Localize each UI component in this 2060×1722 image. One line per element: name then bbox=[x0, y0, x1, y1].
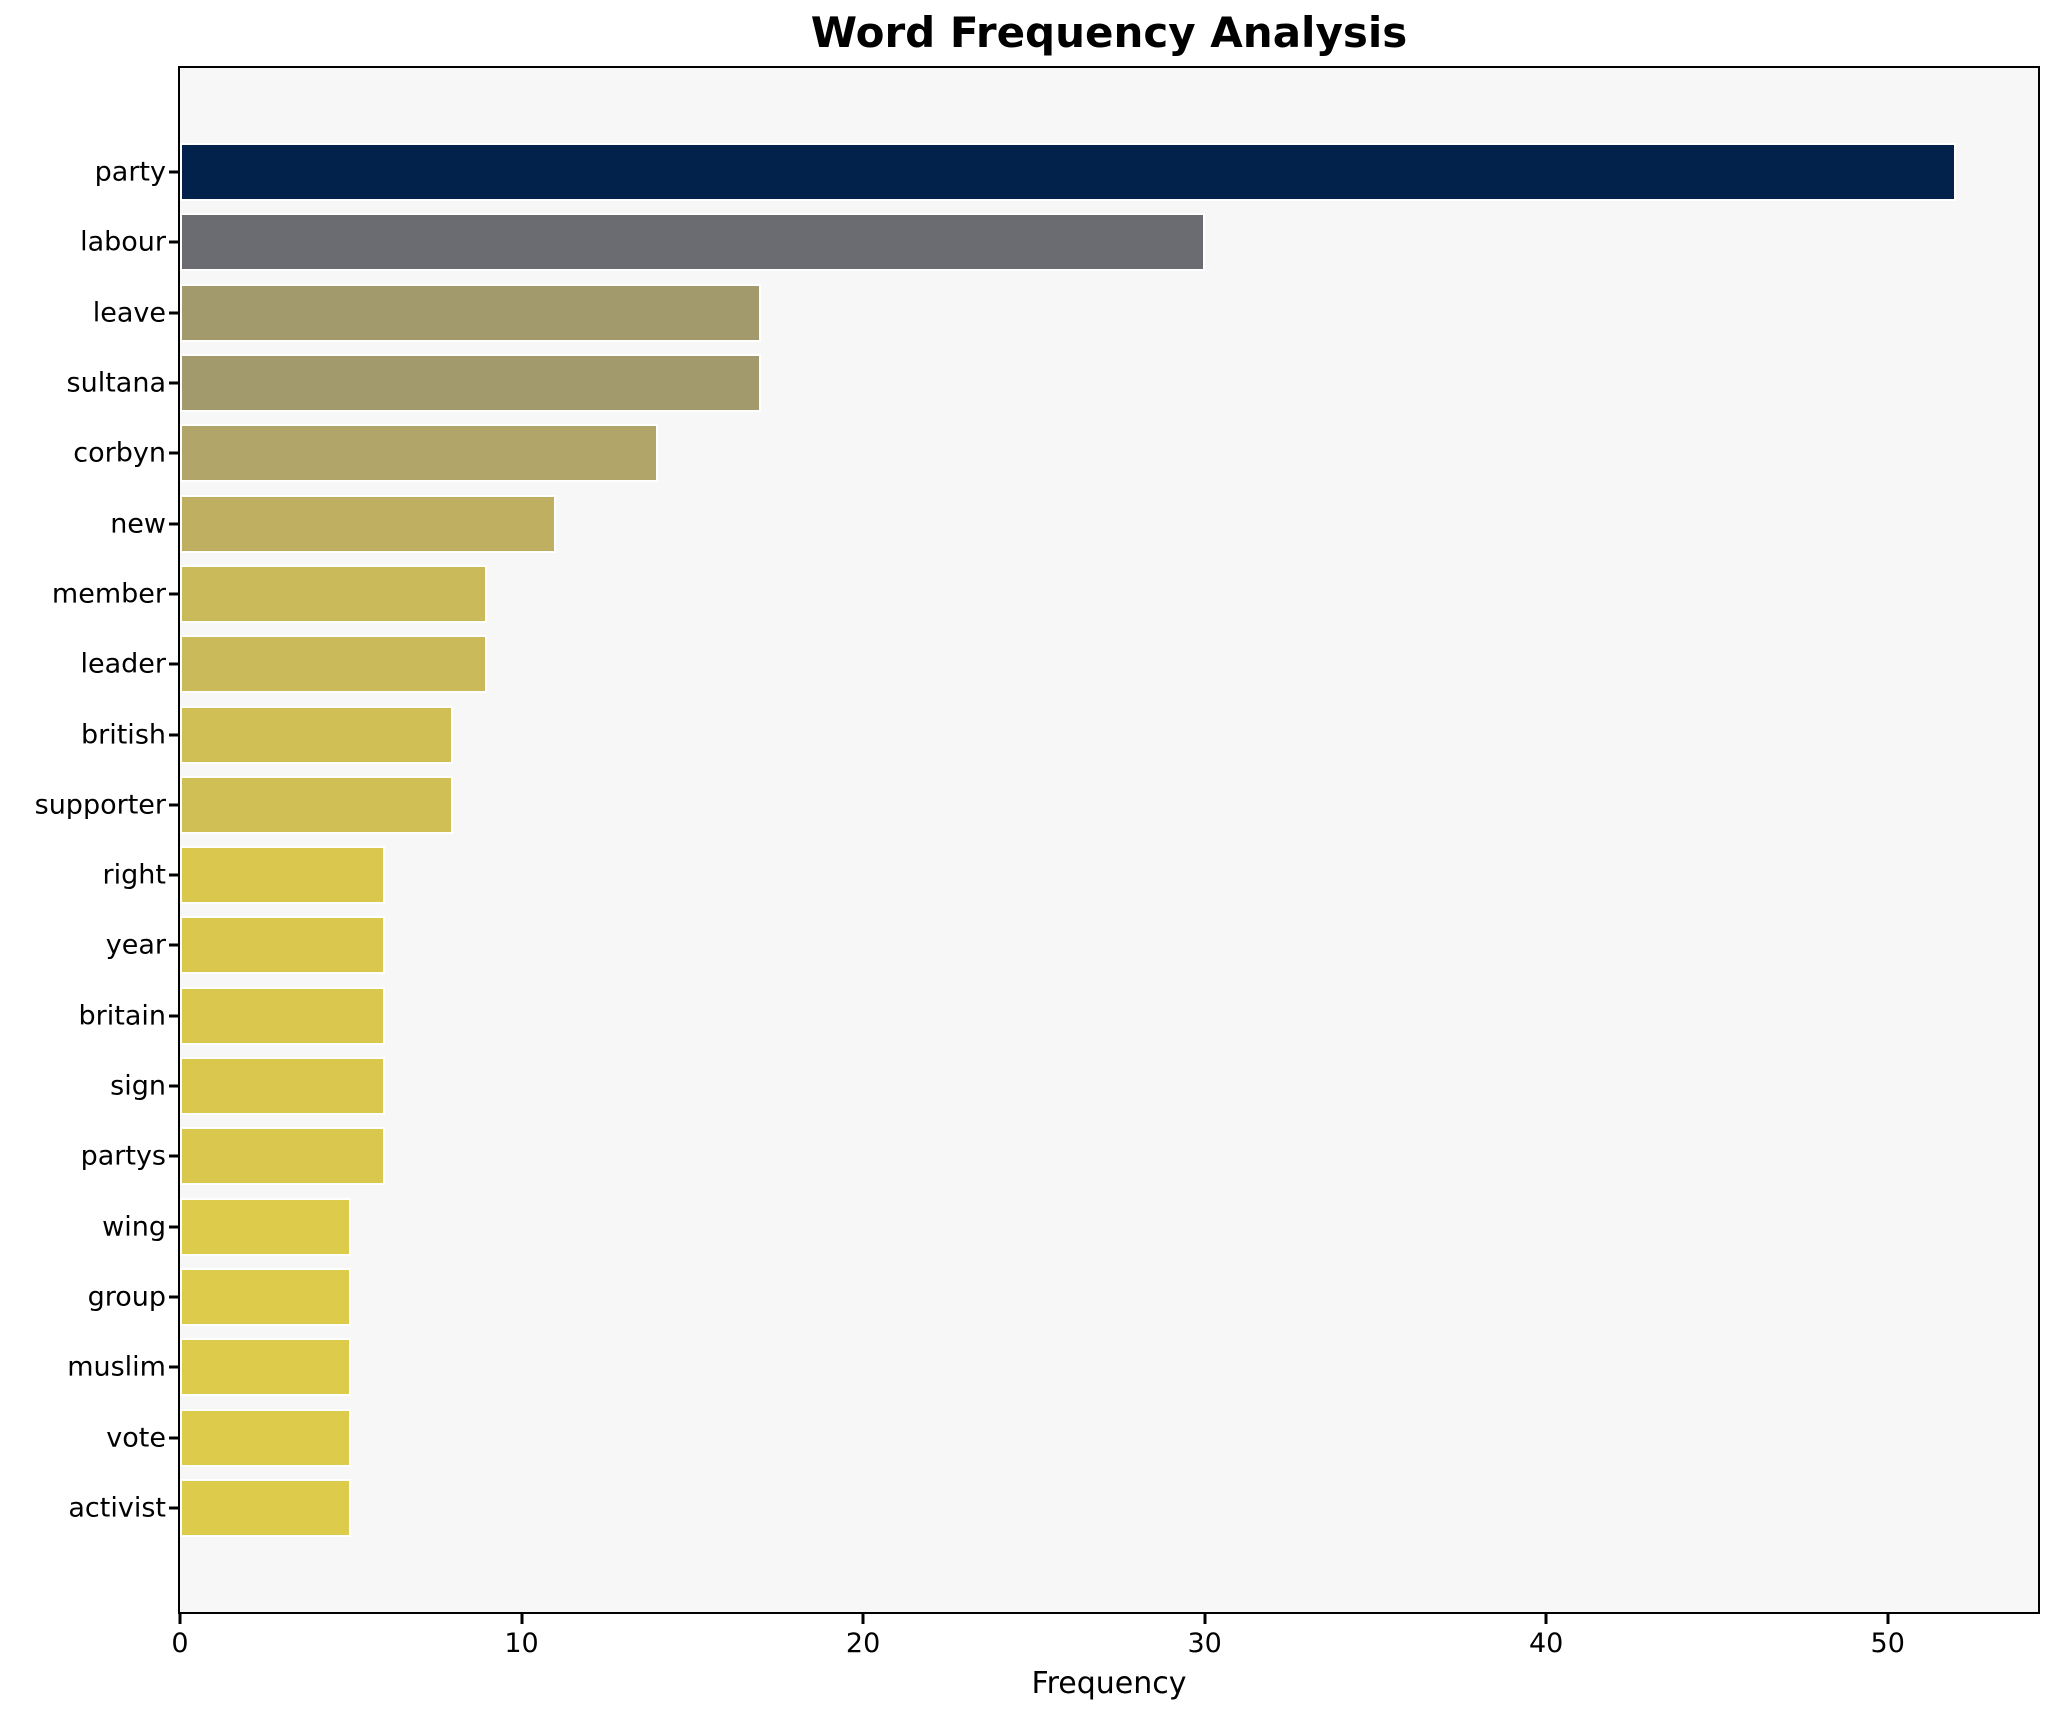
y-tick-mark bbox=[169, 1225, 178, 1229]
y-tick-label: wing bbox=[102, 1211, 166, 1243]
x-tick-label: 0 bbox=[171, 1628, 189, 1659]
y-tick-label: vote bbox=[106, 1422, 166, 1454]
bar-sign bbox=[180, 1057, 385, 1116]
bar-sultana bbox=[180, 353, 761, 412]
bar-british bbox=[180, 705, 454, 764]
bar-muslim bbox=[180, 1338, 351, 1397]
y-tick-label: activist bbox=[68, 1492, 166, 1524]
y-tick-mark bbox=[169, 1154, 178, 1158]
y-tick-mark bbox=[169, 733, 178, 736]
y-tick-label: supporter bbox=[34, 789, 166, 821]
bar-row: sultana bbox=[67, 353, 2038, 412]
y-tick-label: leader bbox=[80, 648, 166, 680]
y-tick-mark bbox=[169, 311, 178, 315]
bars-container: party labour leave sultana corbyn new member le… bbox=[35, 68, 2038, 1612]
bar-activist bbox=[180, 1478, 351, 1537]
x-tick-label: 30 bbox=[1187, 1628, 1222, 1659]
bar-right bbox=[180, 846, 385, 905]
y-tick-mark bbox=[169, 803, 178, 807]
x-tick-label: 40 bbox=[1528, 1628, 1564, 1659]
bar-year bbox=[180, 916, 385, 975]
bar-britain bbox=[180, 986, 385, 1045]
y-tick-mark bbox=[169, 943, 178, 947]
bar-group bbox=[180, 1268, 351, 1326]
chart-title: Word Frequency Analysis bbox=[810, 8, 1408, 57]
y-tick-label: british bbox=[80, 719, 166, 750]
x-tick-mark bbox=[520, 1614, 524, 1624]
bar-row: activist bbox=[68, 1478, 2038, 1537]
y-tick-mark bbox=[169, 1506, 178, 1510]
bar-row: right bbox=[103, 846, 2038, 905]
bar-row: wing bbox=[102, 1197, 2038, 1256]
bar-row: britain bbox=[79, 986, 2038, 1045]
bar-row: leave bbox=[93, 283, 2038, 342]
y-tick-mark bbox=[169, 381, 178, 385]
y-tick-mark bbox=[169, 1436, 178, 1440]
bar-row: new bbox=[110, 494, 2038, 553]
y-tick-label: leave bbox=[92, 297, 166, 329]
y-tick-mark bbox=[169, 522, 178, 526]
x-tick-mark bbox=[178, 1614, 182, 1624]
y-tick-label: right bbox=[102, 859, 166, 891]
bar-leave bbox=[180, 283, 761, 342]
bar-row: supporter bbox=[35, 775, 2038, 834]
bar-row: partys bbox=[81, 1127, 2038, 1186]
bar-row: labour bbox=[80, 213, 2038, 272]
y-tick-label: britain bbox=[78, 1000, 167, 1032]
bar-row: party bbox=[95, 143, 2038, 201]
bar-row: year bbox=[106, 916, 2038, 975]
x-tick-mark bbox=[1886, 1614, 1890, 1624]
bar-party bbox=[180, 143, 1957, 201]
bar-row: member bbox=[52, 564, 2038, 623]
bar-supporter bbox=[180, 775, 454, 834]
y-tick-mark bbox=[169, 240, 178, 244]
y-tick-mark bbox=[169, 1295, 178, 1299]
bar-labour bbox=[180, 213, 1205, 272]
bar-row: sign bbox=[110, 1057, 2038, 1116]
y-tick-mark bbox=[169, 1365, 178, 1369]
x-tick-mark bbox=[1544, 1614, 1548, 1624]
bar-row: british bbox=[81, 705, 2038, 764]
bar-row: muslim bbox=[67, 1338, 2038, 1397]
bar-member bbox=[180, 564, 488, 623]
y-tick-mark bbox=[169, 1084, 178, 1088]
y-tick-label: party bbox=[94, 156, 166, 188]
y-tick-mark bbox=[169, 873, 178, 877]
y-tick-label: corbyn bbox=[73, 437, 166, 469]
bar-new bbox=[180, 494, 556, 553]
x-tick-mark bbox=[861, 1614, 865, 1624]
y-tick-label: sign bbox=[110, 1070, 166, 1102]
x-tick-mark bbox=[1203, 1614, 1207, 1624]
bar-vote bbox=[180, 1408, 351, 1467]
y-tick-label: member bbox=[51, 578, 166, 610]
bar-row: group bbox=[88, 1268, 2038, 1326]
x-tick-label: 10 bbox=[504, 1628, 539, 1659]
bar-partys bbox=[180, 1127, 385, 1186]
x-tick-label: 50 bbox=[1870, 1628, 1905, 1659]
bar-row: corbyn bbox=[73, 424, 2038, 483]
y-tick-label: muslim bbox=[67, 1351, 166, 1383]
bar-corbyn bbox=[180, 424, 659, 483]
bar-wing bbox=[180, 1197, 351, 1256]
y-tick-label: labour bbox=[80, 226, 166, 258]
y-tick-label: year bbox=[105, 929, 166, 961]
y-tick-label: new bbox=[110, 508, 166, 540]
bar-row: leader bbox=[80, 635, 2038, 694]
y-tick-mark bbox=[169, 170, 178, 174]
y-tick-label: sultana bbox=[66, 367, 166, 399]
bar-leader bbox=[180, 635, 488, 694]
plot-area: party labour leave sultana corbyn new member le… bbox=[35, 66, 2040, 1658]
y-tick-label: group bbox=[87, 1281, 166, 1313]
x-tick-label: 20 bbox=[845, 1628, 881, 1659]
y-tick-mark bbox=[169, 592, 178, 596]
y-tick-label: partys bbox=[80, 1140, 166, 1172]
y-tick-mark bbox=[169, 662, 178, 666]
x-axis-label: Frequency bbox=[1031, 1666, 1187, 1701]
y-tick-mark bbox=[169, 1014, 178, 1018]
bar-row: vote bbox=[106, 1408, 2038, 1467]
y-tick-mark bbox=[169, 451, 178, 455]
